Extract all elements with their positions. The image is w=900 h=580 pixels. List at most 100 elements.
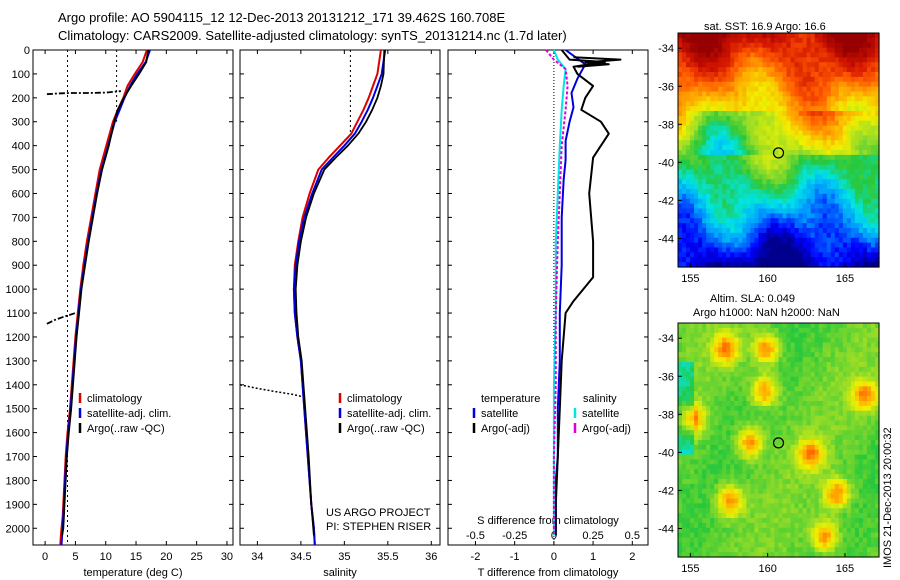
sla-map-cell [738,366,743,373]
sla-map-cell [846,401,852,407]
sla-map-cell [706,332,711,339]
sst-map-cell [690,67,695,73]
sst-map-cell [718,169,723,175]
sla-map-cell [726,366,731,373]
sst-map-cell [698,130,703,136]
sst-map-cell [794,164,800,171]
sst-map-cell [818,47,824,54]
sla-map-cell [714,547,719,553]
sst-map-cell [702,91,707,97]
sst-map-cell [826,145,832,151]
sst-map-cell [726,159,731,166]
sla-map-cell [694,483,699,490]
sla-map-cell [826,430,832,436]
sst-map-cell [838,57,844,63]
sst-map-cell [726,237,731,244]
sst-map-cell [750,101,755,107]
sla-map-cell [782,386,788,392]
sla-map-cell [698,493,703,500]
sst-map-cell [842,179,848,185]
sst-map-cell [874,164,880,171]
sla-map-cell [678,376,683,383]
sst-map-cell [710,237,715,244]
sla-map-cell [770,337,776,344]
sla-map-cell [810,425,816,431]
sla-map-cell [802,449,808,456]
sla-map-cell [810,508,816,514]
sst-map-cell [846,218,852,224]
sla-map-cell [706,493,711,500]
sla-map-cell [714,410,719,417]
sla-map-cell [782,518,788,524]
sst-map-cell [694,140,699,146]
sst-map-cell [770,169,776,175]
sst-map-cell [722,135,727,141]
sla-map-cell [810,410,816,417]
sst-map-cell [850,150,856,156]
sla-map-cell [734,483,739,490]
sla-map-cell [702,410,707,417]
sla-map-cell [726,410,731,417]
sst-map-cell [846,86,852,93]
sla-map-cell [790,488,796,495]
sst-map-cell [758,135,764,141]
sla-map-cell [842,522,848,529]
sla-map-cell [718,401,723,407]
sst-map-cell [842,37,848,44]
sla-map-cell [742,391,747,397]
sla-map-cell [718,493,723,500]
sla-map-cell [734,459,739,465]
sla-map-cell [806,410,812,417]
sst-map-cell [682,189,687,195]
sst-map-cell [686,174,691,180]
sst-map-cell [806,135,812,141]
sst-map-cell [826,154,832,161]
sla-map-cell [850,464,856,470]
sla-map-cell [758,342,764,348]
sla-map-cell [814,381,820,387]
sla-map-cell [774,542,780,548]
sla-map-cell [694,430,699,436]
sla-map-cell [750,332,755,339]
sla-map-cell [834,366,840,373]
sst-map-cell [742,150,747,156]
sla-map-cell [810,522,816,529]
sst-map-cell [842,232,848,239]
sla-map-cell [778,449,784,456]
sst-map-cell [726,81,731,88]
sst-map-cell [710,47,715,54]
sst-map-cell [758,106,764,112]
sla-map-cell [702,352,707,358]
sla-map-cell [826,381,832,387]
depth-tick-label: 1100 [6,308,30,320]
sst-map-cell [750,62,755,68]
sla-map-cell [770,425,776,431]
sst-map-cell [838,150,844,156]
sla-map-cell [838,352,844,358]
sst-map-cell [738,140,743,146]
sst-map-cell [714,232,719,239]
sla-map-cell [682,366,687,373]
sst-map-cell [862,145,868,151]
sla-map-cell [770,518,776,524]
sst-map-cell [746,67,751,73]
sla-map-cell [718,396,723,402]
sla-map-cell [758,493,764,500]
sla-map-cell [726,332,731,339]
sst-map-cell [766,67,772,73]
sst-map-cell [702,150,707,156]
sst-map-cell [830,130,836,136]
sla-map-cell [790,469,796,475]
sla-map-cell [714,327,719,334]
sla-map-cell [810,391,816,397]
sst-map-cell [702,145,707,151]
sla-map-cell [814,508,820,514]
sst-map-cell [774,125,780,132]
sst-map-cell [686,86,691,93]
sst-map-cell [718,42,723,49]
sst-map-cell [866,218,872,224]
sst-map-cell [810,174,816,180]
sla-map-cell [766,513,772,519]
sst-map-cell [866,228,872,234]
sla-map-cell [806,425,812,431]
